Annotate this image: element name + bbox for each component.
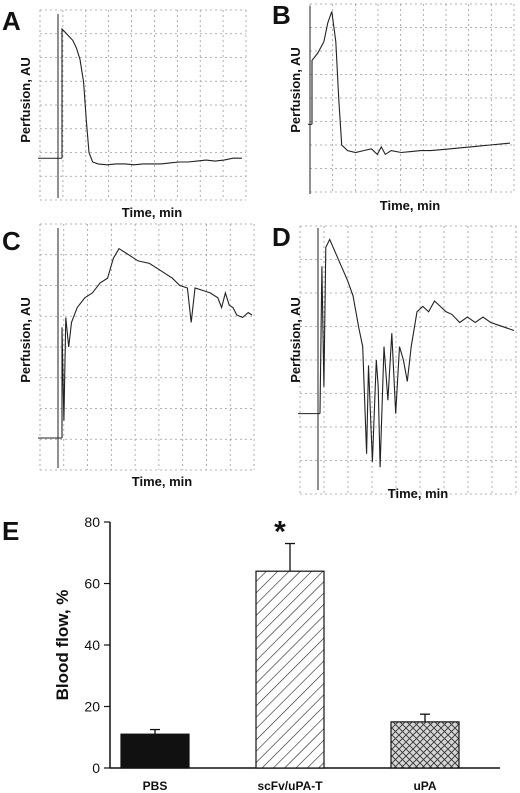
panel-letter: B [272, 0, 291, 30]
panel-letter: E [2, 516, 19, 546]
y-axis-label: Perfusion, AU [288, 47, 303, 132]
y-tick-label: 60 [84, 576, 100, 592]
panel-c: C Perfusion, AU Time, min [2, 223, 255, 489]
x-axis-label: Time, min [122, 205, 183, 220]
panel-grid [309, 3, 515, 193]
category-label: PBS [143, 779, 168, 793]
y-axis-label: Blood flow, % [53, 590, 72, 701]
bar-chart-bars: * [120, 516, 460, 769]
panel-letter: D [272, 222, 291, 252]
category-label: uPA [413, 779, 436, 793]
y-tick-label: 40 [84, 637, 100, 653]
panel-grid [39, 223, 255, 471]
panel-letter: C [2, 226, 21, 256]
panel-e: E Blood flow, % 0 20 40 60 80 * PBS scFv/uPA-… [2, 514, 500, 793]
panel-grid [299, 225, 517, 495]
perfusion-trace [61, 247, 253, 438]
x-axis-label: Time, min [380, 198, 441, 213]
bar [120, 733, 190, 769]
panel-a: A Perfusion, AU Time, min [2, 6, 247, 220]
y-axis-label: Perfusion, AU [18, 297, 33, 382]
bar-chart-categories: PBS scFv/uPA-T uPA [143, 779, 437, 793]
bar [255, 570, 325, 769]
category-label: scFv/uPA-T [257, 779, 323, 793]
x-axis-label: Time, min [388, 486, 449, 501]
panel-letter: A [2, 6, 21, 36]
bar-chart-y-ticks: 0 20 40 60 80 [84, 514, 110, 776]
significance-star: * [274, 516, 286, 549]
y-tick-label: 0 [92, 760, 100, 776]
panel-b: B Perfusion, AU Time, min [272, 0, 515, 213]
panel-grid [39, 9, 247, 201]
y-tick-label: 20 [84, 699, 100, 715]
perfusion-trace [319, 238, 515, 468]
panel-d: D Perfusion, AU Time, min [272, 222, 517, 501]
perfusion-trace [311, 11, 511, 156]
perfusion-trace [61, 27, 242, 166]
y-tick-label: 80 [84, 514, 100, 530]
x-axis-label: Time, min [132, 474, 193, 489]
y-axis-label: Perfusion, AU [18, 57, 33, 142]
y-axis-label: Perfusion, AU [288, 297, 303, 382]
bar [390, 721, 460, 769]
